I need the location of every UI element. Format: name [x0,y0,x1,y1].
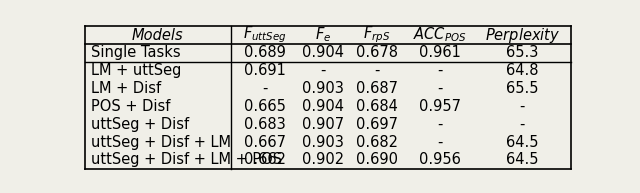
Text: 0.689: 0.689 [244,45,285,60]
Text: 0.903: 0.903 [302,135,344,150]
Text: Models: Models [132,28,184,42]
Text: 0.667: 0.667 [244,135,286,150]
Text: 65.3: 65.3 [506,45,539,60]
Text: POS + Disf: POS + Disf [91,99,170,114]
Text: 65.5: 65.5 [506,81,539,96]
Text: -: - [374,63,380,78]
Text: 0.957: 0.957 [419,99,461,114]
Text: 0.683: 0.683 [244,117,285,132]
Text: 0.956: 0.956 [419,152,461,167]
Text: $F_{uttSeg}$: $F_{uttSeg}$ [243,25,287,45]
Text: Single Tasks: Single Tasks [91,45,180,60]
Text: 0.690: 0.690 [356,152,397,167]
Text: $ACC_{POS}$: $ACC_{POS}$ [413,26,467,44]
Text: 0.904: 0.904 [302,45,344,60]
Text: 0.902: 0.902 [302,152,344,167]
Text: 64.5: 64.5 [506,152,539,167]
Text: 0.687: 0.687 [356,81,397,96]
Text: 0.682: 0.682 [356,135,397,150]
Text: $F_e$: $F_e$ [315,26,332,44]
Text: 64.8: 64.8 [506,63,539,78]
Text: -: - [262,81,268,96]
Text: 0.678: 0.678 [356,45,397,60]
Text: 0.662: 0.662 [244,152,286,167]
Text: -: - [520,117,525,132]
Text: uttSeg + Disf + LM + POS: uttSeg + Disf + LM + POS [91,152,282,167]
Text: 0.907: 0.907 [302,117,344,132]
Text: LM + Disf: LM + Disf [91,81,161,96]
Text: -: - [321,63,326,78]
Text: 0.961: 0.961 [419,45,461,60]
Text: -: - [437,117,442,132]
Text: uttSeg + Disf: uttSeg + Disf [91,117,189,132]
Text: uttSeg + Disf + LM: uttSeg + Disf + LM [91,135,231,150]
Text: 64.5: 64.5 [506,135,539,150]
Text: 0.697: 0.697 [356,117,397,132]
Text: 0.665: 0.665 [244,99,285,114]
Text: 0.684: 0.684 [356,99,397,114]
Text: $Perplexity$: $Perplexity$ [484,25,560,45]
Text: LM + uttSeg: LM + uttSeg [91,63,181,78]
Text: 0.903: 0.903 [302,81,344,96]
Text: -: - [437,135,442,150]
Text: -: - [437,63,442,78]
Text: 0.691: 0.691 [244,63,285,78]
Text: -: - [437,81,442,96]
Text: -: - [520,99,525,114]
Text: $F_{rpS}$: $F_{rpS}$ [363,25,390,45]
Text: 0.904: 0.904 [302,99,344,114]
